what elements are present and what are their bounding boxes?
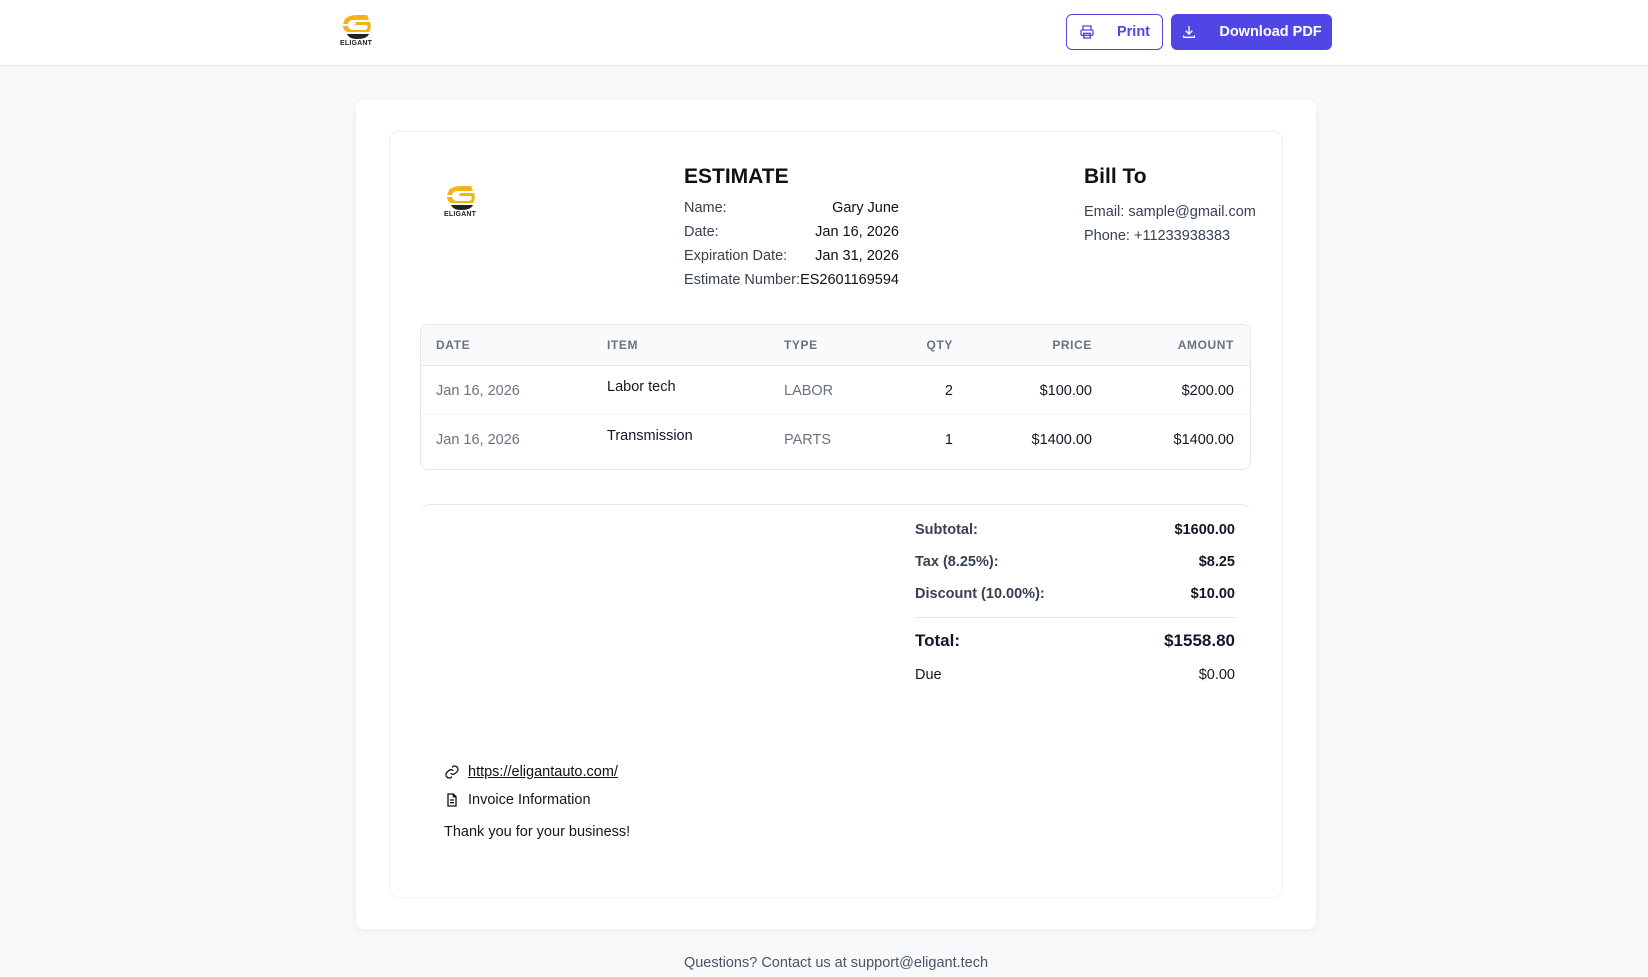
totals-section [420,504,1251,704]
expiration-label: Expiration Date: [684,248,788,264]
discount-label: Discount (10.00%): [915,586,1045,602]
row-price: $1400.00 [1031,432,1092,448]
logo-text: ELIGANT [340,40,373,47]
logo-text: ELIGANT [444,211,477,218]
print-label: Print [1116,24,1151,40]
estimate-details: Name: Gary June Date: Jan 16, 2026 Expirat… [684,200,899,296]
logo-icon [446,186,475,210]
row-item: Transmission [607,428,693,444]
row-amount: $200.00 [1181,383,1234,399]
subtotal-value: $1600.00 [1174,522,1235,538]
total-row: Total: $1558.80 [915,631,1235,651]
row-type: LABOR [784,383,834,399]
row-qty: 2 [944,383,953,399]
row-amount: $1400.00 [1173,432,1234,448]
row-price: $100.00 [1039,383,1092,399]
due-row: Due $0.00 [915,667,1235,683]
document-logo: ELIGANT [444,186,476,218]
logo-icon [342,15,371,39]
bill-to-email: Email: sample@gmail.com [1084,204,1256,220]
invoice-information[interactable]: Invoice Information [468,792,591,808]
col-amount: AMOUNT [1177,338,1234,352]
estimate-title: ESTIMATE [684,165,789,188]
subtotal-row: Subtotal: $1600.00 [915,522,1235,538]
document-icon [447,793,457,807]
table-row: Jan 16, 2026 Transmission PARTS 1 $1400.… [421,415,1250,464]
total-value: $1558.80 [1164,631,1235,650]
due-value: $0.00 [1198,667,1235,683]
subtotal-label: Subtotal: [915,522,978,538]
col-date: DATE [436,338,471,352]
estimate-number-label: Estimate Number: [684,272,801,288]
support-footer: Questions? Contact us at support@eligant… [683,955,989,971]
col-item: ITEM [607,338,639,352]
col-price: PRICE [1052,338,1092,352]
discount-row: Discount (10.00%): $10.00 [915,586,1235,602]
row-type: PARTS [784,432,832,448]
estimate-document [389,131,1283,898]
tax-row: Tax (8.25%): $8.25 [915,554,1235,570]
line-items-table: DATE ITEM TYPE QTY PRICE AMOUNT Jan 16, … [420,324,1251,470]
name-label: Name: [684,200,727,216]
row-date: Jan 16, 2026 [436,383,520,399]
date-value: Jan 16, 2026 [815,224,899,240]
bill-to-details: Email: sample@gmail.com Phone: +11233938… [1084,200,1256,248]
row-date: Jan 16, 2026 [436,432,520,448]
bill-to-phone: Phone: +11233938383 [1084,228,1231,244]
download-label: Download PDF [1219,24,1322,40]
date-label: Date: [684,224,719,240]
link-icon [445,765,459,779]
estimate-number-value: ES2601169594 [800,272,899,288]
tax-value: $8.25 [1198,554,1235,570]
top-bar: ELIGANT Print Download PDF [0,0,1648,66]
col-qty: QTY [926,338,953,352]
website-link[interactable]: https://eligantauto.com/ [468,764,618,780]
discount-value: $10.00 [1190,586,1235,602]
expiration-value: Jan 31, 2026 [815,248,899,264]
brand-logo[interactable]: ELIGANT [340,15,372,47]
totals-divider [915,617,1235,618]
thank-you-message: Thank you for your business! [444,824,631,840]
table-row: Jan 16, 2026 Labor tech LABOR 2 $100.00 … [421,366,1250,415]
due-label: Due [915,667,942,683]
table-header: DATE ITEM TYPE QTY PRICE AMOUNT [421,325,1250,366]
col-type: TYPE [784,338,818,352]
download-icon [1183,26,1196,38]
row-item: Labor tech [607,379,676,395]
bill-to-title: Bill To [1084,165,1147,188]
total-label: Total: [915,631,961,650]
document-footer: https://eligantauto.com/ Invoice Informa… [444,758,630,840]
name-value: Gary June [832,200,899,216]
print-button[interactable]: Print [1066,14,1163,50]
printer-icon [1080,25,1094,39]
estimate-card [356,100,1316,929]
tax-label: Tax (8.25%): [915,554,999,570]
download-pdf-button[interactable]: Download PDF [1171,14,1332,50]
row-qty: 1 [944,432,953,448]
